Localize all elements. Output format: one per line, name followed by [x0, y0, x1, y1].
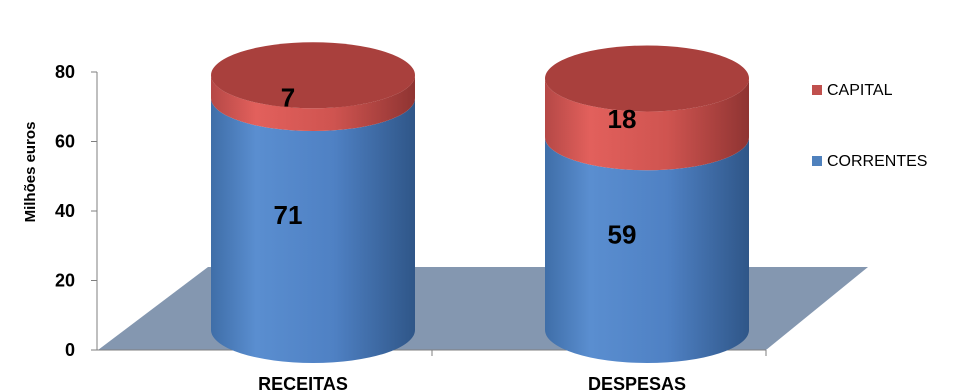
legend-label: CAPITAL [827, 82, 893, 99]
cylinder-top-cap-receitas [211, 42, 415, 109]
data-label-capital: 7 [281, 83, 295, 113]
y-tick-label: 40 [55, 201, 75, 221]
y-tick-label: 60 [55, 132, 75, 152]
data-label-correntes: 59 [608, 220, 637, 250]
cylinder-correntes-despesas [545, 137, 749, 363]
data-label-capital: 18 [608, 104, 637, 134]
y-tick-label: 0 [65, 340, 75, 360]
cylinder-capital-despesas [545, 78, 749, 171]
y-tick-label: 80 [55, 62, 75, 82]
legend-label: CORRENTES [827, 153, 927, 170]
cylinder-top-cap-despesas [545, 45, 749, 112]
cylinder-correntes-receitas [211, 98, 415, 363]
data-label-correntes: 71 [274, 200, 303, 230]
category-label: DESPESAS [588, 374, 686, 391]
legend-swatch [812, 85, 822, 95]
y-axis-title: Milhões euros [22, 122, 39, 223]
y-tick-label: 20 [55, 271, 75, 291]
cylinder-capital-receitas [211, 75, 415, 132]
category-label: RECEITAS [258, 374, 348, 391]
legend-swatch [812, 156, 822, 166]
